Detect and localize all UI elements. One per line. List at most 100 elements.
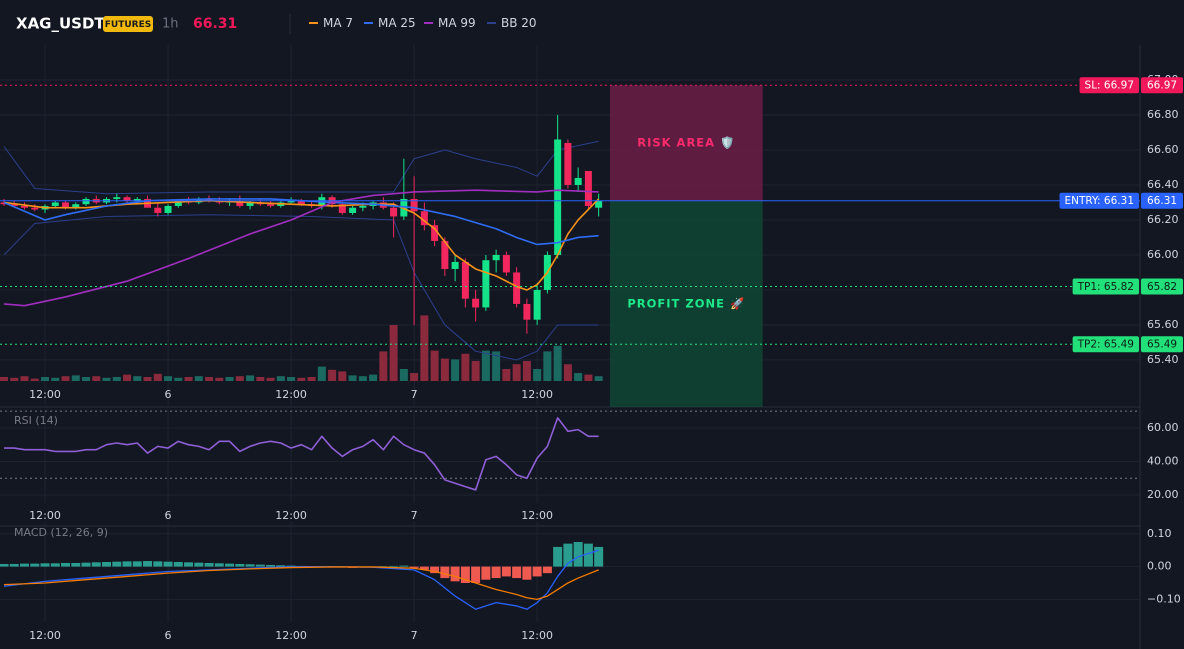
histogram-bar xyxy=(430,566,440,574)
interval: 1h xyxy=(162,17,179,32)
candle-body xyxy=(410,198,418,212)
histogram-bar xyxy=(184,562,194,567)
volume-bar xyxy=(51,377,60,381)
rsi-line xyxy=(4,417,599,491)
x-tick-label: 12:00 xyxy=(521,509,553,522)
volume-bar xyxy=(348,375,357,381)
x-tick-label: 12:00 xyxy=(29,388,61,401)
y-tick-label: 66.80 xyxy=(1147,108,1179,121)
histogram-bar xyxy=(102,562,112,567)
volume-bar xyxy=(543,351,552,381)
volume-bar xyxy=(71,375,80,381)
level-label: SL: 66.97 xyxy=(1085,80,1134,92)
volume-bar xyxy=(389,325,398,381)
histogram-bar xyxy=(235,563,245,567)
x-tick-label: 12:00 xyxy=(521,388,553,401)
candle-body xyxy=(113,197,121,199)
volume-bar xyxy=(276,376,285,381)
candle-body xyxy=(21,205,29,208)
legend-label: MA 25 xyxy=(378,16,416,30)
level-label-bg xyxy=(1079,77,1139,94)
volume-bar xyxy=(112,377,121,381)
volume-bar xyxy=(174,377,183,381)
x-tick-label: 12:00 xyxy=(275,629,307,642)
candle-body xyxy=(123,197,131,201)
level-label-bg xyxy=(1072,278,1139,295)
price-tag-bg xyxy=(1141,192,1183,209)
volume-bar xyxy=(102,377,111,381)
volume-bar xyxy=(194,376,203,381)
x-tick-label: 7 xyxy=(411,629,418,642)
histogram-bar xyxy=(522,566,532,580)
candle-body xyxy=(154,207,162,213)
volume-bar xyxy=(553,345,562,381)
volume-bar xyxy=(440,358,449,381)
legend-label: MA 99 xyxy=(438,16,476,30)
macd-line xyxy=(3,566,599,601)
histogram-bar xyxy=(173,562,183,567)
histogram-bar xyxy=(81,562,91,567)
histogram-bar xyxy=(255,564,265,567)
candle-body xyxy=(431,225,439,241)
candle-body xyxy=(482,260,490,308)
volume-bar xyxy=(225,377,234,381)
pane-title: RSI (14) xyxy=(14,414,58,427)
candle-body xyxy=(502,254,510,273)
volume-bar xyxy=(574,373,583,381)
badge: FUTURES xyxy=(105,20,151,30)
volume-bar xyxy=(307,377,316,381)
volume-bar xyxy=(82,377,91,381)
x-tick-label: 12:00 xyxy=(29,509,61,522)
volume-bar xyxy=(133,376,142,381)
x-tick-label: 12:00 xyxy=(29,629,61,642)
volume-bar xyxy=(41,377,50,381)
y-tick-label: 66.60 xyxy=(1147,143,1179,156)
moving-average xyxy=(3,189,599,307)
candle-body xyxy=(554,139,562,255)
volume-bar xyxy=(256,377,265,381)
histogram-bar xyxy=(40,563,50,567)
histogram-bar xyxy=(378,566,388,567)
histogram-bar xyxy=(276,565,286,567)
candle-body xyxy=(62,202,70,208)
candle-body xyxy=(164,205,172,213)
histogram-bar xyxy=(91,562,101,567)
candle-body xyxy=(236,200,244,206)
legend-label: MA 7 xyxy=(323,16,353,30)
histogram-bar xyxy=(583,543,593,567)
volume-bar xyxy=(30,378,39,381)
volume-bar xyxy=(205,377,214,381)
volume-bar xyxy=(410,373,419,381)
x-tick-label: 12:00 xyxy=(521,629,553,642)
volume-bar xyxy=(379,351,388,381)
histogram-bar xyxy=(491,566,501,579)
histogram-bar xyxy=(204,562,214,567)
price-tag: 66.31 xyxy=(1147,195,1177,207)
histogram-bar xyxy=(0,563,9,567)
y-tick-label: 20.00 xyxy=(1147,488,1179,501)
candle-body xyxy=(595,200,603,208)
x-tick-label: 6 xyxy=(165,388,172,401)
candle-body xyxy=(461,261,469,299)
candle-body xyxy=(349,207,357,213)
volume-bar xyxy=(451,359,460,381)
volume-bar xyxy=(522,361,531,381)
histogram-bar xyxy=(501,566,511,577)
histogram-bar xyxy=(245,564,255,567)
volume-bar xyxy=(10,377,19,381)
volume-bar xyxy=(317,366,326,381)
histogram-bar xyxy=(143,561,153,567)
candle-body xyxy=(31,207,39,210)
histogram-bar xyxy=(266,564,276,567)
histogram-bar xyxy=(194,562,204,567)
zone xyxy=(609,200,763,407)
volume-bar xyxy=(533,369,542,381)
y-tick-label: 66.40 xyxy=(1147,178,1179,191)
volume-bar xyxy=(20,376,29,381)
histogram-bar xyxy=(122,561,132,567)
price-tag-bg xyxy=(1141,278,1183,295)
volume-bar xyxy=(61,376,70,381)
candle-body xyxy=(400,198,408,217)
histogram-bar xyxy=(112,561,122,567)
